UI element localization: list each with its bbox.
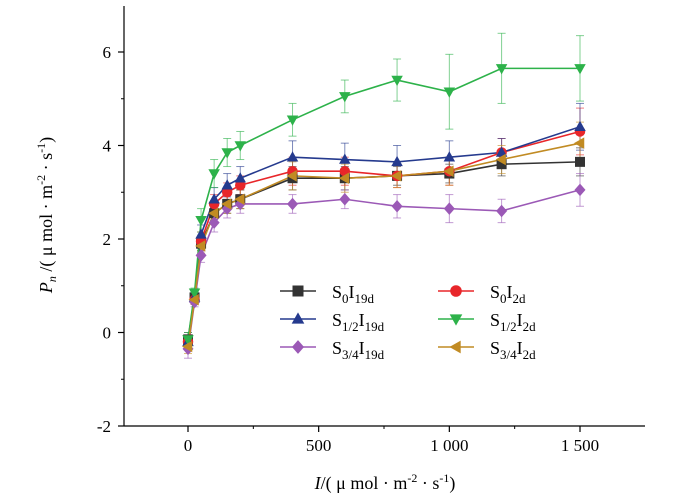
legend-item-1-label: S0I19d [332, 282, 375, 306]
series-3-point [443, 151, 456, 162]
series-5-point [391, 200, 403, 213]
series-3-point [286, 151, 299, 162]
series-5-point [287, 197, 299, 211]
x-axis-title-main: I [314, 473, 322, 493]
y-axis-title-mid: · s [36, 153, 56, 175]
series-5-point [195, 249, 207, 262]
series-5-point [443, 202, 455, 215]
series-3-point [221, 179, 233, 190]
series-lines [187, 67, 581, 349]
x-axis-title-sup1: -2 [407, 471, 417, 485]
series-3-point [234, 172, 247, 183]
y-axis-title: Pn /( μ mol · m-2 · s-1) [34, 137, 59, 294]
series-3-point [208, 193, 220, 204]
legend-item-2-marker [450, 285, 462, 297]
series-5-point [339, 193, 351, 206]
series-5-point [496, 204, 508, 218]
series-2-point [235, 179, 246, 191]
series-6-point [286, 170, 297, 182]
legend-item-5-marker [291, 340, 305, 354]
y-tick-label: -2 [97, 417, 111, 436]
series-4-point [391, 75, 403, 87]
legend: S0I19d S0I2d S1/2I19d S1/2I2d S3/4I19d S3/4I2… [280, 282, 536, 362]
series-5-point [208, 216, 220, 229]
series-3-point [574, 120, 586, 132]
series-6-point [221, 198, 232, 210]
series-4-point [208, 169, 220, 180]
series-1-point [575, 156, 585, 167]
series-3-point [391, 155, 403, 167]
legend-item-4-marker [449, 314, 463, 326]
series-6-point [182, 340, 193, 353]
series-6-point [195, 240, 206, 252]
x-axis-title-unit: /( μ mol · m [321, 473, 408, 494]
series-6-point [443, 165, 454, 177]
series-1-point [496, 159, 507, 170]
legend-item-2-label: S0I2d [490, 282, 526, 306]
y-axis-title-sup2: -1 [34, 143, 48, 153]
y-ticks: -2 0 2 4 6 [97, 43, 124, 436]
series-6-point [188, 294, 199, 306]
x-tick-label: 1 500 [561, 436, 599, 455]
legend-item-4-label: S1/2I2d [490, 310, 536, 334]
y-axis-title-end: ) [36, 137, 57, 143]
y-tick-label: 2 [103, 230, 112, 249]
series-6-point [338, 172, 350, 184]
series-3-point [195, 228, 207, 239]
series-3-point [495, 146, 508, 157]
legend-item-6-label: S3/4I2d [490, 338, 536, 362]
y-tick-label: 4 [103, 137, 112, 156]
y-tick-label: 0 [103, 324, 112, 343]
x-tick-label: 0 [184, 436, 193, 455]
x-tick-label: 500 [306, 436, 332, 455]
x-axis-title: I/( μ mol · m-2 · s-1) [314, 471, 456, 494]
legend-item-1-marker [292, 285, 304, 297]
x-ticks: 0 500 1 000 1 500 [184, 426, 599, 455]
series-4-point [234, 141, 247, 152]
series-4-point [443, 87, 456, 98]
legend-item-6-marker [449, 340, 461, 354]
series-6-point [495, 153, 506, 166]
series-4-point [188, 288, 201, 299]
y-axis-title-main: P [36, 282, 56, 294]
x-axis-title-sup2: -1 [439, 471, 449, 485]
x-axis-title-end: ) [449, 473, 455, 494]
series-4-point [339, 92, 351, 103]
series-3-point [339, 153, 351, 164]
series-4-point [195, 216, 207, 227]
series-4-point [286, 115, 299, 126]
series-6-point [208, 207, 219, 220]
series-5-line [187, 189, 581, 349]
legend-item-3-label: S1/2I19d [332, 310, 385, 334]
x-axis-title-mid: · s [417, 473, 439, 493]
series-2-point [221, 187, 233, 198]
x-tick-label: 1 000 [430, 436, 468, 455]
series-4-point [182, 335, 194, 346]
series-6-point [574, 137, 585, 149]
y-axis-title-sub: n [45, 276, 59, 282]
y-tick-label: 6 [103, 43, 112, 62]
series-6-point [234, 193, 245, 206]
legend-item-3-marker [291, 312, 305, 324]
series-4-point [221, 148, 233, 159]
y-axis-title-sup1: -2 [34, 175, 48, 185]
series-markers [182, 64, 586, 356]
series-6-point [391, 170, 402, 182]
series-5-point [574, 183, 586, 197]
series-4-point [574, 64, 586, 75]
series-4-point [495, 64, 508, 75]
y-axis-title-unit: /( μ mol · m [36, 185, 57, 276]
legend-item-5-label: S3/4I19d [332, 338, 385, 362]
